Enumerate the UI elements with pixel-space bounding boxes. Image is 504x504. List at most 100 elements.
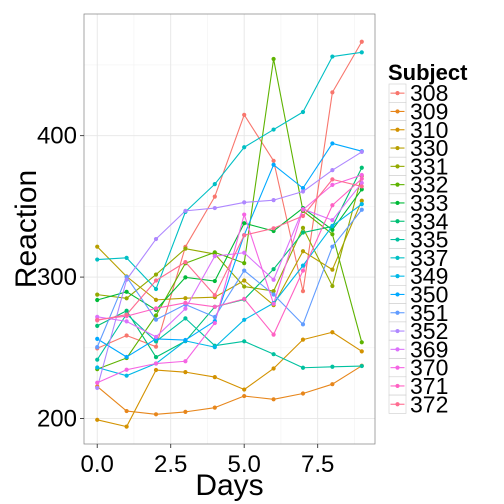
legend-key-point-372 xyxy=(395,402,400,407)
data-point-308 xyxy=(124,333,129,338)
series-line-310 xyxy=(97,331,363,428)
data-point-337 xyxy=(330,54,335,59)
y-tick-label: 400 xyxy=(37,123,77,150)
data-point-370 xyxy=(300,207,306,212)
legend-key-point-331 xyxy=(395,164,400,169)
data-point-309 xyxy=(153,412,159,417)
data-point-334 xyxy=(124,308,129,313)
data-point-370 xyxy=(183,359,188,364)
legend-key-point-370 xyxy=(395,365,400,370)
data-point-335 xyxy=(183,316,188,321)
data-point-351 xyxy=(271,292,276,297)
legend-label-372: 372 xyxy=(410,391,448,417)
data-point-352 xyxy=(271,198,276,203)
legend-label-351: 351 xyxy=(410,300,448,326)
data-point-308 xyxy=(153,344,159,349)
legend-key-point-310 xyxy=(395,127,400,132)
legend-key-point-330 xyxy=(395,145,400,151)
data-point-330 xyxy=(242,278,247,283)
data-point-308 xyxy=(359,39,364,44)
data-point-332 xyxy=(330,232,335,237)
data-point-350 xyxy=(124,354,129,360)
data-point-310 xyxy=(212,374,217,380)
series-line-333 xyxy=(97,189,363,311)
data-point-369 xyxy=(183,306,188,311)
data-point-337 xyxy=(271,127,276,132)
data-point-372 xyxy=(95,318,100,323)
data-point-333 xyxy=(124,289,129,294)
legend-key-point-333 xyxy=(395,200,400,206)
data-point-351 xyxy=(153,317,159,322)
legend-key-point-371 xyxy=(395,383,400,389)
data-point-349 xyxy=(212,345,217,350)
legend-label-330: 330 xyxy=(410,135,448,161)
data-point-331 xyxy=(330,283,335,289)
data-point-369 xyxy=(242,250,247,255)
x-tick-label: 7.5 xyxy=(301,451,334,478)
legend: Subject 30830931033033133233333433533734… xyxy=(388,60,468,417)
data-point-369 xyxy=(124,319,129,324)
series-line-369 xyxy=(97,182,363,338)
data-point-330 xyxy=(359,198,364,203)
data-point-310 xyxy=(359,349,364,354)
x-tick-label: 2.5 xyxy=(154,451,187,478)
data-point-352 xyxy=(300,189,306,194)
data-point-332 xyxy=(212,250,217,255)
data-point-370 xyxy=(359,172,364,178)
series-line-349 xyxy=(97,203,363,377)
y-tick-label: 300 xyxy=(37,264,77,291)
legend-label-308: 308 xyxy=(410,80,448,106)
legend-label-309: 309 xyxy=(410,98,448,124)
data-point-334 xyxy=(153,355,159,360)
data-point-335 xyxy=(300,365,306,370)
data-point-333 xyxy=(330,227,335,232)
data-point-331 xyxy=(300,225,306,230)
data-point-372 xyxy=(359,184,364,189)
data-point-370 xyxy=(212,320,217,326)
x-tick-label: 0.0 xyxy=(81,451,114,478)
data-point-335 xyxy=(95,357,100,362)
series-line-352 xyxy=(96,151,363,388)
data-point-335 xyxy=(359,363,364,369)
data-point-369 xyxy=(153,334,159,340)
data-point-372 xyxy=(242,233,247,238)
data-point-331 xyxy=(95,292,100,297)
data-point-372 xyxy=(183,259,188,265)
data-point-309 xyxy=(330,382,335,387)
data-point-308 xyxy=(212,194,217,199)
data-point-337 xyxy=(95,257,100,262)
data-point-335 xyxy=(271,352,276,357)
data-point-308 xyxy=(242,112,247,117)
legend-key-point-334 xyxy=(395,219,400,224)
data-point-370 xyxy=(330,182,335,187)
data-point-352 xyxy=(330,168,335,173)
legend-label-333: 333 xyxy=(410,190,448,216)
series-line-371 xyxy=(97,178,363,336)
legend-key-point-349 xyxy=(395,274,400,279)
data-point-309 xyxy=(271,397,276,402)
data-point-308 xyxy=(300,288,306,294)
data-point-351 xyxy=(242,268,247,273)
data-point-310 xyxy=(95,417,100,422)
legend-label-352: 352 xyxy=(410,318,448,344)
data-point-333 xyxy=(359,187,364,192)
legend-key-point-351 xyxy=(395,310,400,315)
data-point-335 xyxy=(330,364,335,369)
data-point-351 xyxy=(330,244,335,249)
legend-key-point-352 xyxy=(395,328,400,334)
data-point-369 xyxy=(212,254,217,259)
legend-label-337: 337 xyxy=(410,245,448,271)
data-point-331 xyxy=(153,272,159,277)
data-point-337 xyxy=(212,182,217,187)
y-tick-label: 200 xyxy=(37,406,77,433)
series-line-372 xyxy=(97,178,362,321)
data-point-337 xyxy=(359,50,364,55)
y-axis-title: Reaction xyxy=(10,170,43,288)
data-point-309 xyxy=(300,391,306,396)
x-tick-label: 5.0 xyxy=(228,451,261,478)
data-point-349 xyxy=(95,365,100,370)
data-point-337 xyxy=(242,145,247,150)
data-point-371 xyxy=(300,268,306,273)
data-point-310 xyxy=(330,330,335,335)
